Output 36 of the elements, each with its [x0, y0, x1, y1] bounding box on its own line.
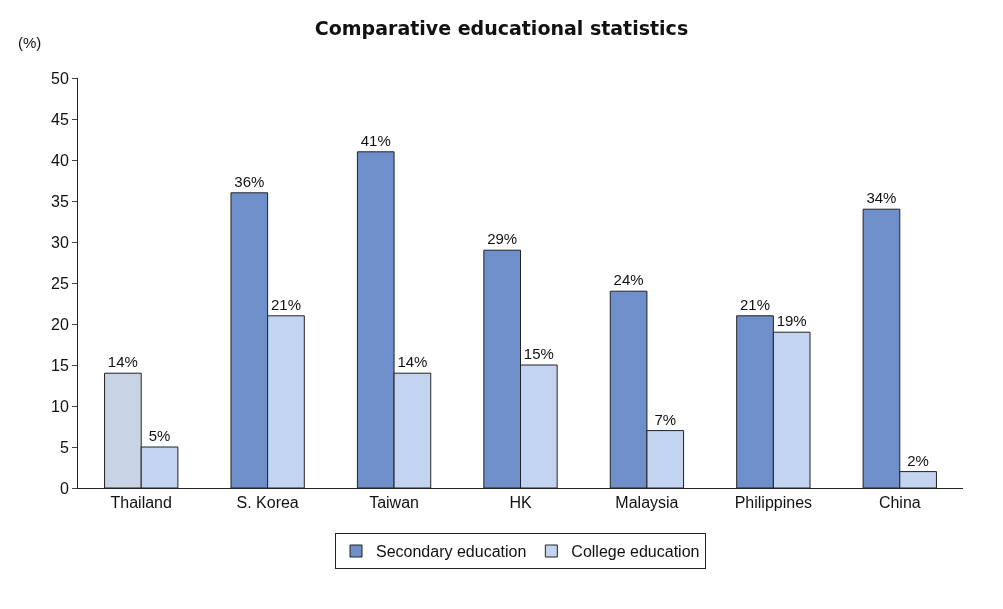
x-tick-label: Malaysia [615, 494, 679, 512]
y-tick-label: 35 [51, 192, 69, 210]
y-tick-label: 40 [51, 151, 69, 169]
data-label: 36% [234, 172, 265, 190]
data-label: 2% [907, 451, 929, 469]
y-tick-label: 45 [51, 110, 69, 128]
data-label: 14% [107, 353, 138, 371]
data-label: 41% [360, 131, 391, 149]
y-tick-label: 10 [51, 397, 69, 415]
x-tick-label: Taiwan [369, 494, 419, 512]
x-tick-label: China [878, 494, 921, 512]
legend-label: Secondary education [376, 543, 527, 561]
y-tick-label: 0 [59, 479, 69, 497]
y-axis-title: (%) [18, 34, 42, 51]
x-tick-label: S. Korea [236, 494, 299, 512]
legend-label: College education [571, 543, 700, 561]
y-tick-label: 25 [51, 274, 69, 292]
y-tick-label: 15 [51, 356, 69, 374]
data-label: 24% [613, 271, 644, 289]
chart-title: Comparative educational statistics [314, 16, 689, 39]
data-label: 7% [654, 410, 677, 428]
data-label: 21% [270, 295, 301, 313]
data-label: 21% [740, 295, 771, 313]
data-label: 19% [776, 312, 807, 330]
y-tick-label: 50 [51, 69, 69, 87]
data-label: 29% [487, 230, 518, 248]
x-tick-label: HK [509, 494, 532, 512]
data-label: 5% [148, 427, 171, 444]
y-tick-label: 5 [59, 438, 69, 456]
data-label: 15% [523, 345, 554, 362]
x-tick-label: Thailand [110, 494, 172, 512]
y-tick-label: 20 [51, 315, 69, 333]
data-label: 34% [866, 189, 897, 207]
y-tick-label: 30 [51, 233, 69, 251]
x-tick-label: Philippines [734, 494, 813, 512]
data-label: 14% [397, 353, 428, 371]
